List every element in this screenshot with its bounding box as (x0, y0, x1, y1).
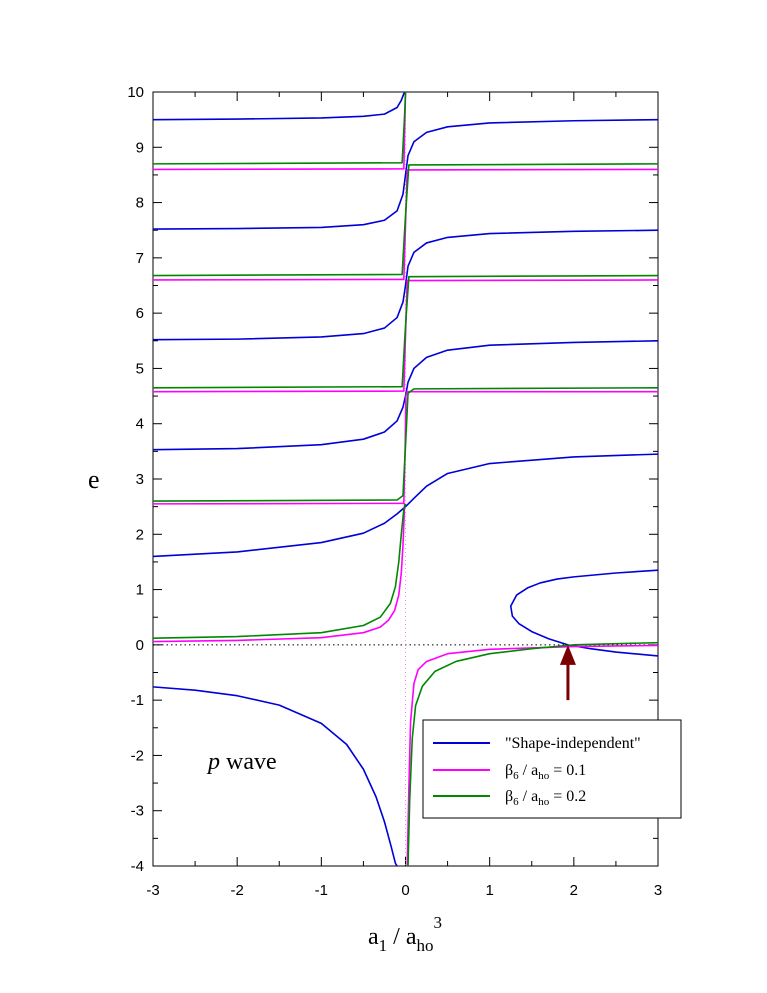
legend-2-tail: = 0.2 (549, 788, 586, 805)
series-0-branch-1 (153, 453, 658, 558)
legend-2-base: β (505, 788, 513, 805)
legend-2-sub2: ho (538, 796, 550, 808)
x-tick-label-4: 1 (485, 882, 493, 899)
x-title-sub2: ho (416, 936, 433, 955)
x-tick-label-3: 0 (401, 882, 409, 899)
series-0-branch-4 (153, 118, 658, 230)
series-2-branch-1 (407, 641, 658, 866)
series-0-branch-0 (153, 686, 398, 866)
y-tick-label-3: -1 (131, 692, 144, 709)
series-0-branch-3 (153, 229, 658, 341)
legend-1-base: β (505, 762, 513, 779)
series-2-branch-0 (153, 503, 407, 640)
x-tick-label-2: -1 (315, 882, 328, 899)
x-tick-label-1: -2 (230, 882, 243, 899)
series-2-branch-5 (153, 92, 407, 165)
x-title-sup: 3 (433, 913, 442, 932)
legend-label-1: β6 / aho = 0.1 (505, 762, 586, 782)
legend-1-mid: / a (519, 762, 539, 779)
legend: "Shape-independent" β6 / aho = 0.1 β6 / … (422, 719, 682, 819)
series-1-branch-1 (406, 644, 658, 866)
series-1-branch-5 (153, 92, 407, 171)
legend-2-sub1: 6 (513, 796, 519, 808)
arrow (559, 644, 576, 701)
series-1-branch-0 (153, 503, 406, 643)
y-tick-label-0: -4 (131, 858, 144, 875)
y-tick-label-11: 7 (136, 250, 144, 267)
y-tick-label-12: 8 (136, 195, 144, 212)
legend-label-0: "Shape-independent" (505, 735, 641, 752)
y-tick-label-10: 6 (136, 305, 144, 322)
series-1-branch-2 (153, 390, 658, 505)
legend-2-mid: / a (519, 788, 539, 805)
y-tick-label-4: 0 (136, 637, 144, 654)
x-tick-label-0: -3 (146, 882, 159, 899)
y-tick-label-9: 5 (136, 360, 144, 377)
legend-1-tail: = 0.1 (549, 762, 586, 779)
arrow-head (559, 644, 576, 665)
y-tick-label-2: -2 (131, 747, 144, 764)
y-tick-label-13: 9 (136, 139, 144, 156)
y-tick-label-5: 1 (136, 582, 144, 599)
x-tick-label-6: 3 (654, 882, 662, 899)
series-2-branch-2 (153, 386, 658, 502)
x-tick-label-5: 2 (570, 882, 578, 899)
x-axis-title: a1 / aho3 (368, 913, 442, 955)
legend-1-sub2: ho (538, 770, 550, 782)
x-title-mid: / a (387, 924, 417, 950)
series-2-branch-4 (153, 163, 658, 277)
legend-label-2: β6 / aho = 0.2 (505, 788, 586, 808)
y-tick-label-1: -3 (131, 803, 144, 820)
x-title-main: a (368, 924, 379, 950)
legend-1-sub1: 6 (513, 770, 519, 782)
annotation-p-wave: p wave (206, 749, 277, 775)
series-0-branch-5 (153, 92, 407, 121)
y-axis-title: e (88, 465, 100, 494)
y-tick-label-14: 10 (127, 84, 144, 101)
y-tick-label-6: 2 (136, 526, 144, 543)
y-tick-label-8: 4 (136, 416, 144, 433)
x-title-sub1: 1 (379, 936, 388, 955)
series-2-branch-3 (153, 274, 658, 389)
annotation-italic: p (206, 749, 220, 775)
y-tick-label-7: 3 (136, 471, 144, 488)
annotation-rest: wave (220, 749, 277, 775)
curves (153, 92, 658, 866)
